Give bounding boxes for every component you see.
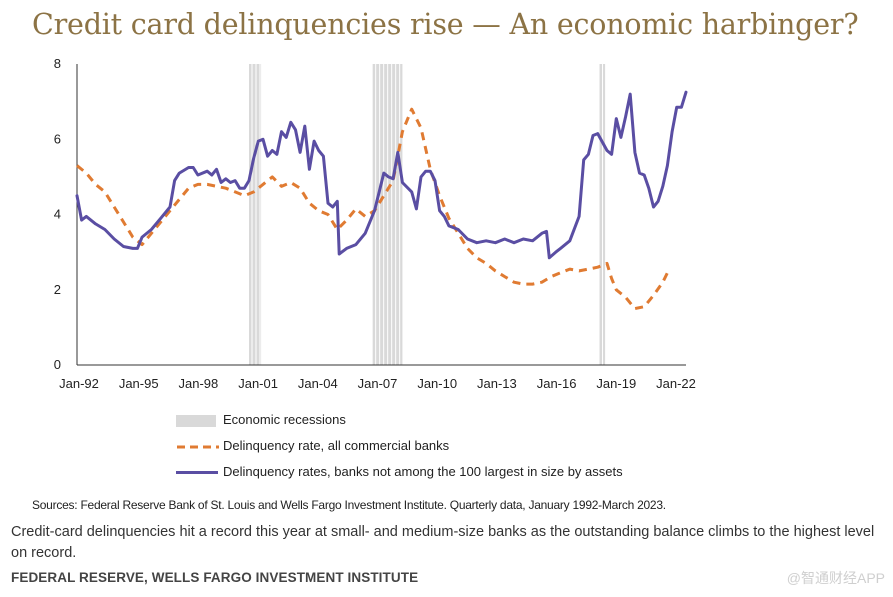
x-tick-label: Jan-19 [596, 376, 636, 391]
x-tick-label: Jan-07 [358, 376, 398, 391]
series-line-all-banks [76, 107, 669, 311]
recession-band-0 [249, 64, 262, 365]
chart-card: Credit card delinquencies rise — An econ… [32, 8, 859, 512]
x-axis-ticks: Jan-92 Jan-95 Jan-98 Jan-01 Jan-04 Jan-07 Jan-… [59, 376, 696, 391]
x-tick-label: Jan-95 [119, 376, 159, 391]
recession-bands [249, 64, 606, 365]
recession-swatch [176, 415, 216, 427]
x-tick-label: Jan-98 [179, 376, 219, 391]
x-tick-label: Jan-92 [59, 376, 99, 391]
y-tick-label: 0 [54, 357, 61, 372]
legend-label-all-banks: Delinquency rate, all commercial banks [223, 438, 450, 453]
x-tick-label: Jan-13 [477, 376, 517, 391]
image-credit: FEDERAL RESERVE, WELLS FARGO INVESTMENT … [11, 570, 419, 585]
dashed-line-swatch [177, 445, 219, 449]
x-tick-label: Jan-22 [656, 376, 696, 391]
solid-line-swatch [176, 471, 218, 474]
y-tick-label: 4 [54, 207, 61, 222]
x-tick-label: Jan-01 [238, 376, 278, 391]
sources-note: Sources: Federal Reserve Bank of St. Lou… [32, 498, 666, 512]
chart-title: Credit card delinquencies rise — An econ… [32, 8, 859, 41]
y-tick-label: 2 [54, 282, 61, 297]
legend-label-small-banks: Delinquency rates, banks not among the 1… [223, 464, 623, 479]
y-tick-label: 6 [54, 131, 61, 146]
watermark: @智通财经APP [786, 570, 885, 586]
chart-axes [76, 64, 686, 366]
x-tick-label: Jan-04 [298, 376, 338, 391]
y-axis-ticks: 0 2 4 6 8 [54, 56, 61, 372]
article-caption: Credit-card delinquencies hit a record t… [11, 524, 875, 561]
series-line-small-banks [75, 90, 688, 260]
x-tick-label: Jan-10 [417, 376, 457, 391]
series-lines [75, 90, 688, 311]
x-tick-label: Jan-16 [537, 376, 577, 391]
y-tick-label: 8 [54, 56, 61, 71]
legend-label-recessions: Economic recessions [223, 412, 346, 427]
